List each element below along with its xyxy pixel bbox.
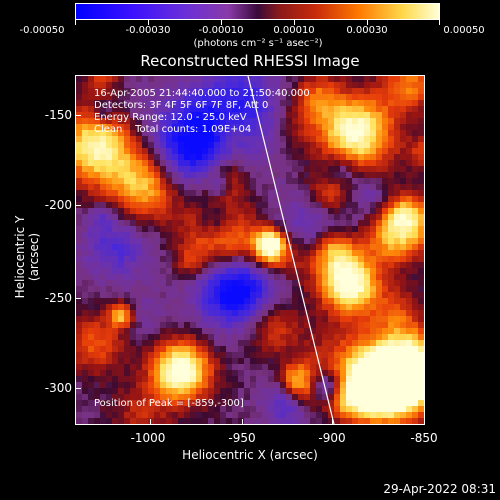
- info-detectors: Detectors: 3F 4F 5F 6F 7F 8F, Att 0: [94, 100, 269, 111]
- x-tick: [332, 419, 333, 425]
- colorbar-tick: [439, 20, 440, 25]
- footer-date: 29-Apr-2022 08:31: [383, 482, 496, 496]
- x-tick: [424, 419, 425, 425]
- colorbar-label: 0.00030: [346, 25, 388, 36]
- x-tick-label: -900: [318, 431, 346, 445]
- x-axis-title: Heliocentric X (arcsec): [182, 448, 318, 462]
- colorbar-tick: [294, 20, 295, 25]
- colorbar: [75, 3, 440, 20]
- x-tick: [150, 419, 151, 425]
- colorbar-label: 0.00010: [273, 25, 315, 36]
- colorbar-tick: [367, 20, 368, 25]
- solar-limb-line: [247, 76, 335, 424]
- x-tick-label: -950: [228, 431, 256, 445]
- plot-title: Reconstructed RHESSI Image: [140, 52, 360, 70]
- peak-position: Position of Peak = [-859,-300]: [94, 398, 244, 409]
- y-axis-title: Heliocentric Y (arcsec): [13, 215, 41, 299]
- heatmap-image: [76, 76, 424, 424]
- x-tick-label: -1000: [130, 431, 166, 445]
- info-time: 16-Apr-2005 21:44:40.000 to 21:50:40.000: [94, 88, 310, 99]
- y-tick-label: -300: [44, 381, 72, 395]
- y-tick: [75, 205, 81, 206]
- colorbar-tick: [221, 20, 222, 25]
- x-tick: [242, 419, 243, 425]
- solar-image-plot: [75, 75, 425, 425]
- colorbar-units: (photons cm⁻² s⁻¹ asec⁻²): [193, 38, 323, 49]
- colorbar-label: 0.00050: [443, 25, 485, 36]
- y-tick-label: -150: [44, 108, 72, 122]
- colorbar-tick: [148, 20, 149, 25]
- colorbar-label: -0.00010: [198, 25, 244, 36]
- y-tick-label: -200: [44, 198, 72, 212]
- y-tick-label: -250: [44, 291, 72, 305]
- y-tick: [75, 298, 81, 299]
- colorbar-label: -0.00050: [19, 25, 65, 36]
- x-tick-label: -850: [410, 431, 438, 445]
- info-energy: Energy Range: 12.0 - 25.0 keV: [94, 112, 247, 123]
- y-tick: [75, 115, 81, 116]
- info-clean: Clean Total counts: 1.09E+04: [94, 124, 252, 135]
- y-tick: [75, 388, 81, 389]
- colorbar-tick: [75, 20, 76, 25]
- colorbar-label: -0.00030: [125, 25, 171, 36]
